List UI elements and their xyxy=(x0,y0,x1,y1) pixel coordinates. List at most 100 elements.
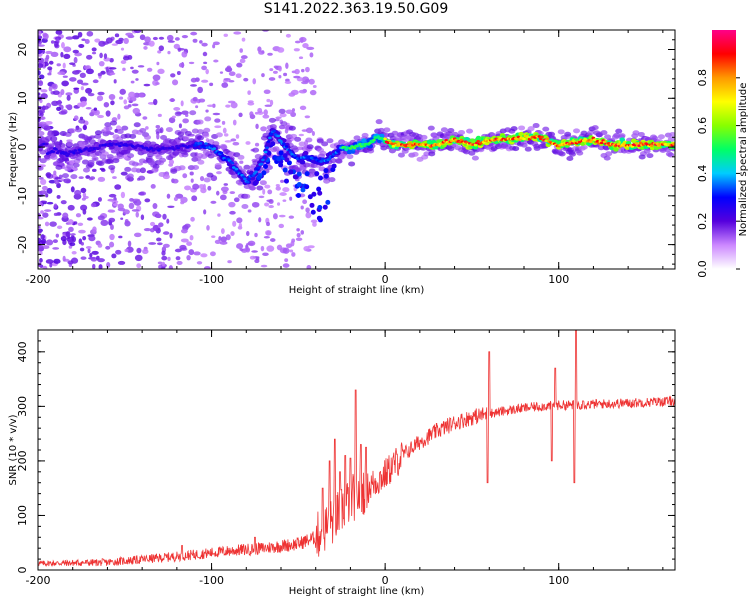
heatmap-speckle xyxy=(63,178,71,184)
heatmap-speckle xyxy=(220,186,229,192)
snr-y-tick-label: 400 xyxy=(16,341,29,362)
heatmap-halo xyxy=(165,127,173,133)
heatmap-speckle xyxy=(227,260,232,264)
heatmap-speckle xyxy=(91,250,99,255)
heatmap-speckle xyxy=(180,100,184,107)
heatmap-halo xyxy=(611,134,619,140)
heatmap-speckle xyxy=(298,89,307,94)
heatmap-speckle xyxy=(40,200,48,204)
heatmap-halo xyxy=(75,127,83,133)
heatmap-speckle xyxy=(229,210,236,215)
heatmap-ridge-core xyxy=(352,146,357,150)
heatmap-speckle xyxy=(232,220,237,227)
heatmap-halo xyxy=(548,131,556,137)
heatmap-blob xyxy=(318,175,324,181)
heatmap-halo xyxy=(121,125,129,131)
heatmap-speckle xyxy=(42,265,48,269)
heatmap-ridge-core xyxy=(537,135,542,138)
heatmap-speckle xyxy=(109,57,114,63)
heatmap-speckle xyxy=(43,209,52,212)
heatmap-ridge-core xyxy=(649,144,654,147)
heatmap-speckle xyxy=(308,78,315,85)
heatmap-halo xyxy=(321,141,329,147)
heatmap-speckle xyxy=(188,249,195,256)
heatmap-blob xyxy=(331,163,337,169)
heatmap-speckle xyxy=(213,59,219,63)
heatmap-speckle xyxy=(41,238,47,245)
heatmap-speckle xyxy=(158,36,165,40)
heatmap-speckle xyxy=(100,219,109,226)
heatmap-speckle xyxy=(150,184,156,189)
heatmap-speckle xyxy=(52,90,60,96)
heatmap-ridge-core xyxy=(230,161,235,165)
snr-x-tick-label: -200 xyxy=(26,574,51,587)
heatmap-halo xyxy=(568,151,576,157)
heatmap-speckle xyxy=(79,247,85,252)
heatmap-halo xyxy=(564,131,572,137)
heatmap-speckle xyxy=(230,101,238,109)
heatmap-halo xyxy=(50,154,58,160)
heatmap-halo xyxy=(512,146,520,152)
heatmap-speckle xyxy=(131,209,140,212)
heatmap-speckle xyxy=(120,217,124,220)
heatmap-halo xyxy=(81,159,89,165)
heatmap-speckle xyxy=(78,229,86,234)
heatmap-ridge-core xyxy=(287,148,292,152)
heatmap-speckle xyxy=(66,95,71,101)
heatmap-speckle xyxy=(97,243,103,248)
heatmap-speckle xyxy=(84,38,90,45)
heatmap-halo xyxy=(667,136,675,142)
heatmap-ridge-core xyxy=(76,151,81,155)
heatmap-ridge-core xyxy=(63,151,68,155)
heatmap-speckle xyxy=(132,198,141,202)
heatmap-blob xyxy=(283,178,289,184)
heatmap-speckle xyxy=(118,235,123,239)
heatmap-speckle xyxy=(109,72,116,76)
heatmap-blob xyxy=(276,156,282,162)
heatmap-halo xyxy=(55,164,63,170)
heatmap-ridge-core xyxy=(266,140,271,143)
heatmap-halo xyxy=(518,125,526,131)
heatmap-halo xyxy=(197,135,205,141)
heatmap-ridge-core xyxy=(150,147,154,150)
heatmap-speckle xyxy=(249,111,254,117)
heatmap-speckle xyxy=(87,248,91,254)
heatmap-ridge-outer xyxy=(475,135,482,141)
heatmap-speckle xyxy=(305,207,310,213)
heatmap-halo xyxy=(151,167,159,173)
heatmap-halo xyxy=(643,148,651,154)
heatmap-speckle xyxy=(94,38,101,43)
heatmap-speckle xyxy=(245,247,251,253)
heatmap-halo xyxy=(61,173,69,179)
heatmap-speckle xyxy=(54,179,60,185)
colorbar-label: Normalized spectral amplitude xyxy=(738,83,749,237)
heatmap-halo xyxy=(127,153,135,159)
heatmap-speckle xyxy=(241,37,246,42)
heatmap-speckle xyxy=(48,179,56,184)
heatmap-speckle xyxy=(123,105,130,110)
heatmap-speckle xyxy=(44,57,49,63)
heatmap-speckle xyxy=(171,178,179,184)
heatmap-speckle xyxy=(142,116,148,120)
heatmap-speckle xyxy=(245,231,250,237)
heatmap-speckle xyxy=(285,109,293,114)
heatmap-halo xyxy=(604,134,612,140)
heatmap-speckle xyxy=(105,110,111,117)
heatmap-speckle xyxy=(260,245,265,252)
heatmap-halo xyxy=(361,132,369,138)
snr-x-tick-label: 100 xyxy=(548,574,569,587)
heatmap-speckle xyxy=(229,191,236,195)
heatmap-halo xyxy=(532,123,540,129)
heatmap-speckle xyxy=(219,241,228,245)
heatmap-speckle xyxy=(85,246,92,249)
heatmap-speckle xyxy=(223,133,229,137)
heatmap-halo xyxy=(471,155,479,161)
heatmap-speckle xyxy=(310,219,318,223)
heatmap-speckle xyxy=(73,115,79,121)
heatmap-halo xyxy=(576,150,584,156)
heatmap-ridge-core xyxy=(118,144,122,148)
heatmap-speckle xyxy=(219,194,227,201)
heatmap-speckle xyxy=(91,47,97,52)
heatmap-speckle xyxy=(70,257,79,264)
